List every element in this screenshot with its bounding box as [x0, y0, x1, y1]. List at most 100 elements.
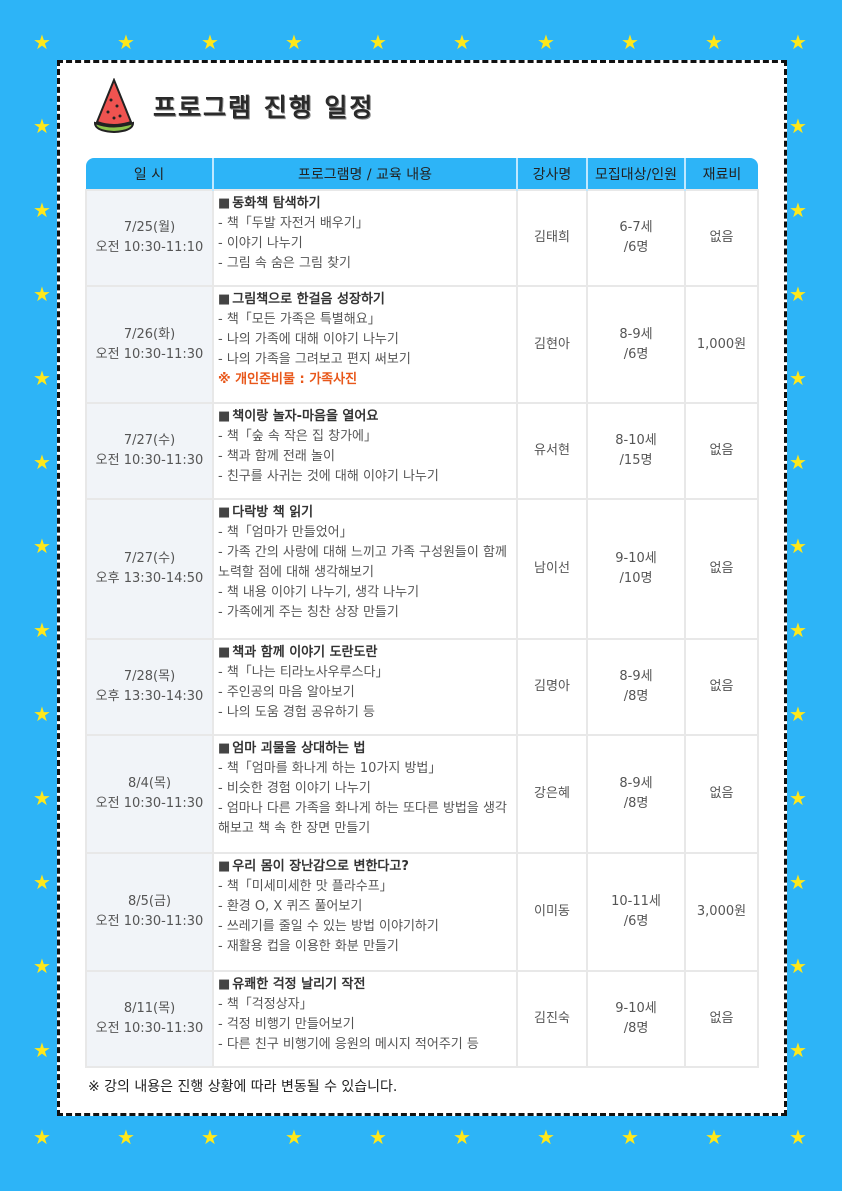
star-icon: ★ [33, 702, 51, 726]
star-icon: ★ [33, 30, 51, 54]
instructor-cell: 김진숙 [516, 970, 588, 1068]
time: 오전 10:30-11:30 [95, 346, 204, 362]
program-cell: 책이랑 놀자-마음을 열어요 - 책「숲 속 작은 집 창가에」 - 책과 함께 전… [212, 402, 518, 500]
star-icon: ★ [789, 282, 807, 306]
star-icon: ★ [537, 1125, 555, 1149]
date: 7/27(수) [123, 551, 176, 566]
program-title: 그림책으로 한걸음 성장하기 [218, 290, 512, 310]
header-datetime: 일 시 [86, 158, 213, 190]
star-icon: ★ [33, 534, 51, 558]
date: 7/25(월) [123, 220, 176, 235]
star-icon: ★ [789, 366, 807, 390]
program-cell: 책과 함께 이야기 도란도란 - 책「나는 티라노사우루스다」 - 주인공의 마음 … [212, 638, 518, 736]
star-icon: ★ [789, 114, 807, 138]
content-item: - 이야기 나누기 [218, 236, 303, 251]
instructor-cell: 김현아 [516, 285, 588, 404]
capacity: /15명 [619, 453, 653, 468]
program-title: 책과 함께 이야기 도란도란 [218, 643, 512, 663]
star-icon: ★ [33, 366, 51, 390]
program-cell: 우리 몸이 장난감으로 변한다고? - 책「미세미세한 맛 플라수프」 - 환경 O… [212, 852, 518, 972]
fee-cell: 없음 [684, 970, 759, 1068]
content-item: - 나의 가족에 대해 이야기 나누기 [218, 332, 399, 347]
table-row: 7/26(화) 오전 10:30-11:30 그림책으로 한걸음 성장하기 - 책「… [85, 285, 759, 404]
star-icon: ★ [789, 1125, 807, 1149]
instructor-cell: 강은혜 [516, 734, 588, 854]
date: 7/27(수) [123, 433, 176, 448]
header-program: 프로그램명 / 교육 내용 [212, 158, 517, 190]
program-title: 동화책 탐색하기 [218, 194, 512, 214]
time: 오전 10:30-11:30 [95, 1021, 204, 1036]
fee-cell: 없음 [684, 402, 759, 500]
date: 7/26(화) [123, 326, 176, 342]
age: 9-10세 [615, 551, 657, 566]
star-icon: ★ [789, 870, 807, 894]
target-cell: 9-10세/8명 [586, 970, 686, 1068]
star-icon: ★ [285, 30, 303, 54]
supplies-note: ※ 개인준비물 : 가족사진 [218, 372, 358, 387]
star-icon: ★ [201, 1125, 219, 1149]
content-item: - 책「엄마가 만들었어」 [218, 525, 353, 540]
program-cell: 다락방 책 읽기 - 책「엄마가 만들었어」 - 가족 간의 사랑에 대해 느끼고 … [212, 498, 518, 640]
star-icon: ★ [789, 786, 807, 810]
target-cell: 8-9세/6명 [586, 285, 686, 404]
content-item: - 나의 가족을 그려보고 편지 써보기 [218, 352, 411, 367]
date: 8/11(목) [123, 1001, 176, 1016]
content-item: - 책「엄마를 화나게 하는 10가지 방법」 [218, 761, 442, 776]
capacity: /8명 [623, 796, 649, 811]
star-icon: ★ [369, 1125, 387, 1149]
star-icon: ★ [621, 1125, 639, 1149]
star-icon: ★ [33, 1125, 51, 1149]
datetime-cell: 7/25(월) 오전 10:30-11:10 [85, 189, 214, 287]
instructor-cell: 이미동 [516, 852, 588, 972]
capacity: /6명 [623, 914, 649, 929]
watermelon-icon [93, 78, 135, 134]
content-item: - 책「두발 자전거 배우기」 [218, 216, 369, 231]
table-row: 8/4(목) 오전 10:30-11:30 엄마 괴물을 상대하는 법 - 책「엄마… [85, 734, 759, 854]
content-item: - 환경 O, X 퀴즈 풀어보기 [218, 899, 363, 914]
program-cell: 유쾌한 걱정 날리기 작전 - 책「걱정상자」 - 걱정 비행기 만들어보기 - 다른… [212, 970, 518, 1068]
capacity: /8명 [623, 689, 649, 704]
fee-cell: 없음 [684, 638, 759, 736]
header-target: 모집대상/인원 [586, 158, 685, 190]
star-icon: ★ [789, 198, 807, 222]
star-icon: ★ [201, 30, 219, 54]
time: 오후 13:30-14:50 [95, 571, 204, 586]
content-item: - 책「미세미세한 맛 플라수프」 [218, 879, 393, 894]
content-item: - 책「모든 가족은 특별해요」 [218, 312, 381, 327]
table-row: 7/27(수) 오후 13:30-14:50 다락방 책 읽기 - 책「엄마가 만들… [85, 498, 759, 640]
datetime-cell: 7/28(목) 오후 13:30-14:30 [85, 638, 214, 736]
star-icon: ★ [453, 1125, 471, 1149]
capacity: /8명 [623, 1021, 649, 1036]
table-row: 7/25(월) 오전 10:30-11:10 동화책 탐색하기 - 책「두발 자전거… [85, 189, 759, 287]
star-icon: ★ [789, 450, 807, 474]
program-cell: 동화책 탐색하기 - 책「두발 자전거 배우기」 - 이야기 나누기 - 그림 속 숨… [212, 189, 518, 287]
fee-cell: 없음 [684, 189, 759, 287]
capacity: /6명 [623, 240, 649, 255]
table-row: 7/28(목) 오후 13:30-14:30 책과 함께 이야기 도란도란 - 책「… [85, 638, 759, 736]
program-title: 책이랑 놀자-마음을 열어요 [218, 407, 512, 427]
content-item: - 재활용 컵을 이용한 화분 만들기 [218, 939, 399, 954]
content-item: - 주인공의 마음 알아보기 [218, 685, 355, 700]
fee-cell: 1,000원 [684, 285, 759, 404]
star-icon: ★ [117, 30, 135, 54]
content-item: - 걱정 비행기 만들어보기 [218, 1017, 355, 1032]
star-icon: ★ [705, 30, 723, 54]
age: 6-7세 [619, 220, 653, 235]
age: 8-9세 [619, 776, 653, 791]
instructor-cell: 김명아 [516, 638, 588, 736]
capacity: /6명 [623, 346, 649, 362]
star-icon: ★ [789, 954, 807, 978]
content-item: - 책「숲 속 작은 집 창가에」 [218, 429, 377, 444]
star-icon: ★ [33, 786, 51, 810]
content-item: - 책 내용 이야기 나누기, 생각 나누기 [218, 585, 420, 600]
star-icon: ★ [369, 30, 387, 54]
content-item: - 그림 속 숨은 그림 찾기 [218, 256, 351, 271]
footnote: ※ 강의 내용은 진행 상황에 따라 변동될 수 있습니다. [88, 1079, 398, 1095]
date: 8/4(목) [127, 776, 172, 791]
capacity: /10명 [619, 571, 653, 586]
program-title: 다락방 책 읽기 [218, 503, 512, 523]
header-instructor: 강사명 [516, 158, 587, 190]
age: 8-10세 [615, 433, 657, 448]
program-title: 우리 몸이 장난감으로 변한다고? [218, 857, 512, 877]
datetime-cell: 8/5(금) 오전 10:30-11:30 [85, 852, 214, 972]
